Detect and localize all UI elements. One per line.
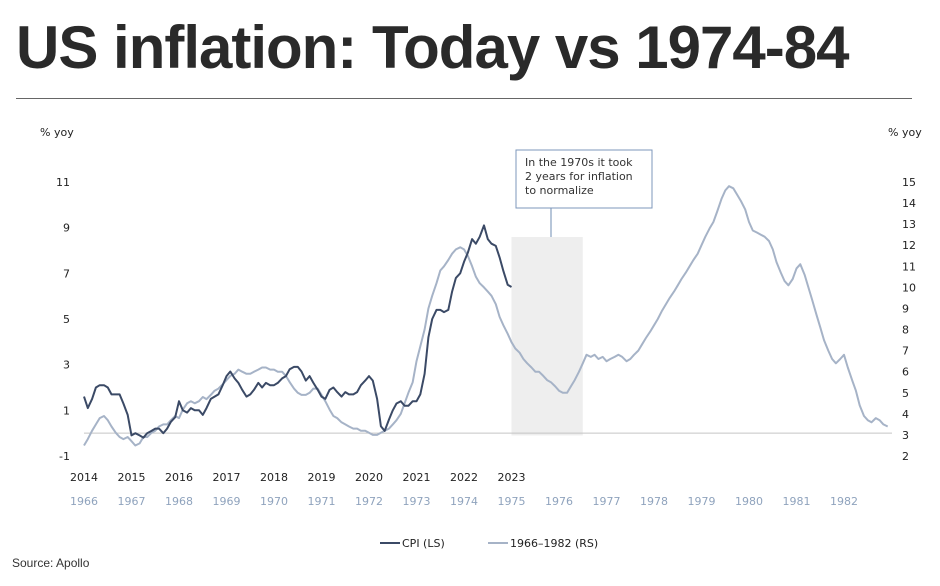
right-tick-label: 5 [902,387,909,400]
left-tick-label: 7 [63,267,70,280]
legend-label-1966-1982: 1966–1982 (RS) [510,537,598,550]
series-line-cpi [83,224,513,439]
x-tick-label-cpi: 2017 [213,471,241,484]
x-tick-label-cpi: 2018 [260,471,288,484]
x-tick-label-historical: 1973 [403,495,431,508]
left-tick-label: 1 [63,404,70,417]
right-tick-label: 3 [902,429,909,442]
x-tick-label-cpi: 2016 [165,471,193,484]
x-tick-label-cpi: 2019 [308,471,336,484]
left-tick-label: 5 [63,313,70,326]
right-axis-label: % yoy [888,126,922,139]
legend-label-cpi: CPI (LS) [402,537,445,550]
x-tick-label-historical: 1979 [688,495,716,508]
right-tick-label: 15 [902,176,916,189]
left-tick-label: 11 [56,176,70,189]
x-tick-label-historical: 1978 [640,495,668,508]
right-tick-label: 9 [902,302,909,315]
x-tick-label-cpi: 2021 [403,471,431,484]
x-tick-label-historical: 1972 [355,495,383,508]
x-tick-label-cpi: 2014 [70,471,98,484]
x-tick-label-historical: 1976 [545,495,573,508]
legend: CPI (LS) 1966–1982 (RS) [380,537,598,550]
right-tick-label: 8 [902,324,909,337]
annotation-line-3: to normalize [525,184,594,197]
x-tick-label-historical: 1977 [593,495,621,508]
left-axis-label: % yoy [40,126,74,139]
x-tick-label-historical: 1975 [498,495,526,508]
x-tick-label-cpi: 2023 [498,471,526,484]
right-tick-label: 4 [902,408,909,421]
x-tick-label-cpi: 2020 [355,471,383,484]
annotation-line-2: 2 years for inflation [525,170,633,183]
x-tick-label-historical: 1968 [165,495,193,508]
x-tick-label-historical: 1980 [735,495,763,508]
x-tick-label-historical: 1967 [118,495,146,508]
right-tick-label: 2 [902,450,909,463]
x-tick-label-historical: 1969 [213,495,241,508]
source-note: Source: Apollo [12,556,90,570]
x-tick-label-historical: 1974 [450,495,478,508]
x-tick-label-historical: 1971 [308,495,336,508]
x-tick-label-historical: 1966 [70,495,98,508]
right-tick-label: 13 [902,218,916,231]
x-tick-label-historical: 1982 [830,495,858,508]
page-title: US inflation: Today vs 1974-84 [16,14,849,81]
left-tick-label: 9 [63,222,70,235]
right-tick-label: 10 [902,281,916,294]
right-tick-label: 6 [902,366,909,379]
x-tick-label-historical: 1970 [260,495,288,508]
right-tick-label: 14 [902,197,916,210]
left-tick-label: -1 [59,450,70,463]
right-tick-label: 12 [902,239,916,252]
title-divider [16,98,912,99]
shaded-period [511,237,583,436]
x-tick-label-historical: 1981 [783,495,811,508]
series-line-1966-1982 [83,185,889,447]
right-tick-label: 7 [902,345,909,358]
x-tick-label-cpi: 2015 [118,471,146,484]
annotation-box [515,149,653,209]
annotation-line-1: In the 1970s it took [525,156,633,169]
left-tick-label: 3 [63,359,70,372]
right-tick-label: 11 [902,260,916,273]
x-tick-label-cpi: 2022 [450,471,478,484]
